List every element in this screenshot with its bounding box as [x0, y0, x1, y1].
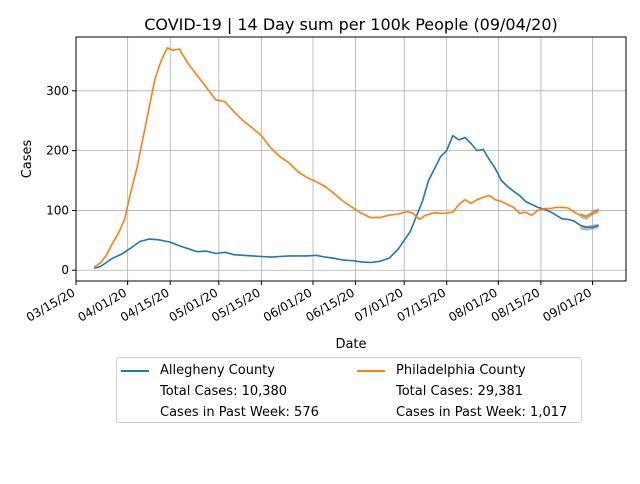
grid: [75, 37, 626, 281]
y-axis-label: Cases: [20, 139, 35, 178]
x-tick-label: 03/15/20: [24, 285, 78, 324]
y-tick-label: 200: [46, 144, 69, 158]
chart-title: COVID-19 | 14 Day sum per 100k People (0…: [144, 15, 558, 34]
y-tick-label: 300: [46, 84, 69, 98]
series-line-allegheny: [93, 134, 599, 270]
y-axis: 0 100 200 300: [46, 84, 76, 277]
legend-past-week-philadelphia: Cases in Past Week: 1,017: [396, 405, 568, 420]
legend-total-cases-philadelphia: Total Cases: 29,381: [396, 384, 524, 399]
y-tick-label: 0: [61, 263, 69, 277]
plot-frame: [75, 36, 627, 282]
legend-total-cases-allegheny: Total Cases: 10,380: [160, 384, 288, 399]
legend-label-philadelphia: Philadelphia County: [396, 363, 526, 378]
legend-swatch-allegheny: [121, 370, 149, 372]
series-line-philadelphia: [93, 46, 600, 268]
series-lines: [93, 46, 600, 270]
projection-band-philadelphia: [580, 208, 599, 220]
x-tick-label: 08/15/20: [489, 285, 543, 324]
x-tick-label: 07/15/20: [395, 285, 449, 324]
legend-past-week-allegheny: Cases in Past Week: 576: [160, 405, 319, 420]
legend-label-allegheny: Allegheny County: [160, 363, 275, 378]
legend: Allegheny County Total Cases: 10,380 Cas…: [116, 357, 582, 423]
x-tick-label: 04/15/20: [118, 285, 172, 324]
legend-swatch-philadelphia: [357, 370, 385, 372]
y-tick-label: 100: [46, 203, 69, 217]
x-axis: 03/15/2004/01/2004/15/2005/01/2005/15/20…: [24, 281, 594, 325]
x-tick-label: 05/15/20: [209, 285, 263, 324]
x-axis-label: Date: [335, 337, 366, 352]
x-tick-label: 06/15/20: [303, 285, 357, 324]
x-tick-label: 09/01/20: [540, 285, 594, 324]
